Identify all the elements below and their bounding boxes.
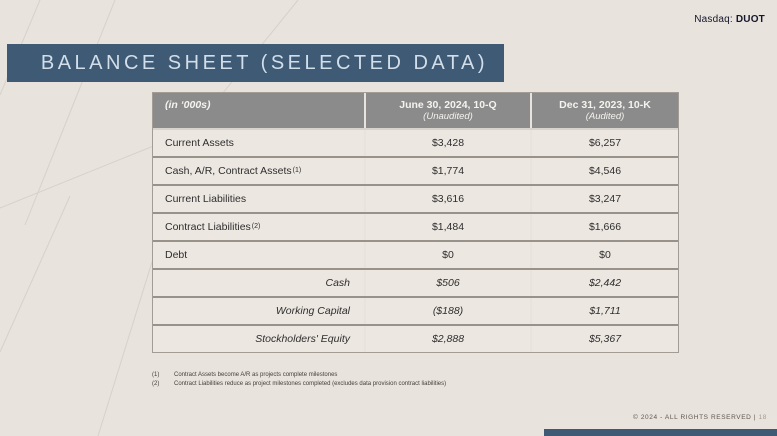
column-header-audit-status: (Audited) — [585, 110, 625, 122]
value-jun-2024: $1,484 — [364, 214, 530, 240]
row-label: Current Assets — [165, 137, 234, 149]
footnote-marker: (2) — [152, 380, 160, 387]
footnote-text: Contract Liabilities reduce as project m… — [174, 380, 447, 387]
title-banner: BALANCE SHEET (SELECTED DATA) — [7, 44, 504, 82]
value-jun-2024: $506 — [364, 270, 530, 296]
value-dec-2023: $1,666 — [530, 214, 678, 240]
ticker-label: Nasdaq: — [694, 14, 733, 25]
slide-title: BALANCE SHEET (SELECTED DATA) — [40, 51, 488, 74]
table-row-cash: Cash $506 $2,442 — [153, 268, 678, 296]
value-dec-2023: $3,247 — [530, 186, 678, 212]
table-row-working-capital: Working Capital ($188) $1,711 — [153, 296, 678, 324]
value-jun-2024: $3,428 — [364, 130, 530, 156]
value-jun-2024: $1,774 — [364, 158, 530, 184]
ticker-symbol: DUOT — [735, 14, 765, 25]
footer-accent-bar — [544, 429, 777, 436]
row-label: Cash — [325, 277, 350, 289]
row-label: Working Capital — [275, 305, 350, 317]
column-header-date: June 30, 2024, 10-Q — [399, 98, 497, 111]
row-label: Debt — [165, 249, 188, 261]
column-header-date: Dec 31, 2023, 10-K — [559, 98, 651, 111]
table-header-row: (in ‘000s) June 30, 2024, 10-Q (Unaudite… — [153, 93, 678, 128]
row-label: Current Liabilities — [165, 193, 247, 205]
value-dec-2023: $5,367 — [530, 326, 678, 352]
footnotes: (1) Contract Assets become A/R as projec… — [152, 371, 446, 388]
units-header-cell: (in ‘000s) — [165, 99, 211, 111]
value-dec-2023: $6,257 — [530, 130, 678, 156]
table-row-cash-ar-contract-assets: Cash, A/R, Contract Assets (1) $1,774 $4,… — [153, 156, 678, 184]
value-jun-2024: $2,888 — [364, 326, 530, 352]
column-header-dec-2023: Dec 31, 2023, 10-K (Audited) — [530, 93, 678, 128]
value-jun-2024: $0 — [364, 242, 530, 268]
row-label: Cash, A/R, Contract Assets (1) — [165, 165, 302, 177]
footnote-1: (1) Contract Assets become A/R as projec… — [152, 371, 446, 380]
copyright-text: © 2024 - ALL RIGHTS RESERVED | — [633, 414, 757, 421]
value-jun-2024: $3,616 — [364, 186, 530, 212]
table-row-stockholders-equity: Stockholders' Equity $2,888 $5,367 — [153, 324, 678, 352]
footnote-text: Contract Assets become A/R as projects c… — [174, 372, 338, 378]
column-header-jun-2024: June 30, 2024, 10-Q (Unaudited) — [364, 93, 530, 128]
footnote-ref-2: (2) — [251, 222, 261, 230]
row-label: Stockholders' Equity — [255, 333, 350, 345]
table-row-current-liabilities: Current Liabilities $3,616 $3,247 — [153, 184, 678, 212]
table-row-current-assets: Current Assets $3,428 $6,257 — [153, 128, 678, 156]
balance-sheet-table: (in ‘000s) June 30, 2024, 10-Q (Unaudite… — [152, 92, 679, 353]
value-dec-2023: $4,546 — [530, 158, 678, 184]
footnote-2: (2) Contract Liabilities reduce as proje… — [152, 380, 446, 389]
value-dec-2023: $2,442 — [530, 270, 678, 296]
table-row-contract-liabilities: Contract Liabilities (2) $1,484 $1,666 — [153, 212, 678, 240]
column-header-audit-status: (Unaudited) — [423, 110, 473, 122]
footnote-ref-1: (1) — [292, 166, 302, 174]
table-row-debt: Debt $0 $0 — [153, 240, 678, 268]
value-dec-2023: $0 — [530, 242, 678, 268]
row-label: Contract Liabilities (2) — [165, 221, 261, 233]
ticker: Nasdaq: DUOT — [694, 14, 765, 25]
footnote-marker: (1) — [152, 372, 160, 378]
value-dec-2023: $1,711 — [530, 298, 678, 324]
value-jun-2024: ($188) — [364, 298, 530, 324]
copyright-notice: © 2024 - ALL RIGHTS RESERVED | 18 — [633, 414, 767, 421]
page-number: 18 — [758, 414, 767, 421]
